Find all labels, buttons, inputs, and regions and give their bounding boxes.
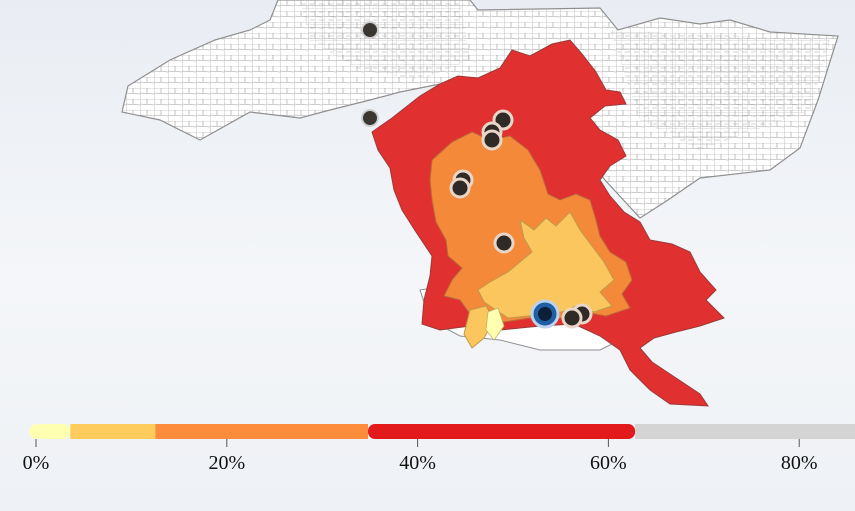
site-marker <box>493 232 515 254</box>
legend-cap <box>29 424 45 439</box>
site-marker <box>361 21 379 39</box>
site-markers[interactable] <box>361 21 593 329</box>
legend-tick-label: 60% <box>590 452 627 474</box>
band-0-4 <box>485 307 505 341</box>
legend-band <box>36 424 71 439</box>
legend-band <box>635 424 855 439</box>
site-marker <box>481 129 503 151</box>
legend-tick-label: 80% <box>780 452 818 474</box>
legend-tick-label: 0% <box>22 452 50 474</box>
county-base <box>121 0 839 219</box>
band-10-20-south <box>463 305 495 349</box>
legend-tick-label: 40% <box>399 452 436 474</box>
site-marker <box>561 307 583 329</box>
legend-ticks <box>35 439 800 447</box>
legend-color-bar <box>29 424 855 439</box>
legend-band <box>367 424 636 439</box>
site-marker-selected-core <box>538 307 552 321</box>
site-marker <box>449 177 471 199</box>
site-marker <box>361 109 379 127</box>
legend-tick-label: 20% <box>208 452 246 474</box>
legend-band <box>155 424 368 439</box>
legend-band <box>70 424 156 439</box>
